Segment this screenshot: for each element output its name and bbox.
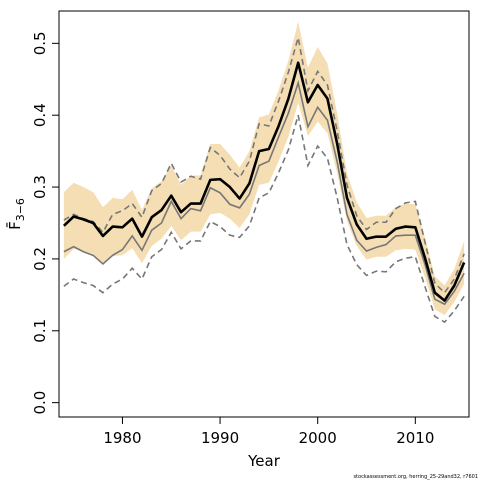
svg-text:F̄3−6: F̄3−6: [5, 198, 27, 230]
x-tick-label: 2000: [299, 429, 337, 447]
series-line-gray-solid: [63, 79, 465, 306]
y-axis: 0.0 0.1 0.2 0.3 0.4 0.5: [31, 31, 60, 415]
y-tick-label: 0.5: [31, 31, 49, 55]
series-line-gray-dashed-upper: [63, 37, 465, 294]
y-tick-label: 0.3: [31, 175, 49, 199]
y-tick-label: 0.4: [31, 103, 49, 127]
x-axis-label: Year: [247, 452, 281, 470]
y-tick-label: 0.0: [31, 391, 49, 415]
y-tick-label: 0.1: [31, 319, 49, 343]
x-axis: 1980 1990 2000 2010: [103, 416, 434, 447]
credit-text: stockassessment.org, herring_25-29and32,…: [353, 474, 478, 480]
confidence-band: [63, 21, 465, 315]
y-tick-label: 0.2: [31, 247, 49, 271]
y-axis-label-main: F̄: [5, 221, 24, 230]
x-tick-label: 2010: [396, 429, 434, 447]
series-line-estimate: [62, 61, 466, 302]
series-line-gray-dashed-lower: [63, 114, 465, 324]
plot-layer: [62, 21, 466, 324]
x-tick-label: 1990: [201, 429, 239, 447]
y-axis-label-sub: 3−6: [14, 198, 27, 221]
y-axis-label: F̄3−6: [5, 198, 27, 230]
x-tick-label: 1980: [103, 429, 141, 447]
